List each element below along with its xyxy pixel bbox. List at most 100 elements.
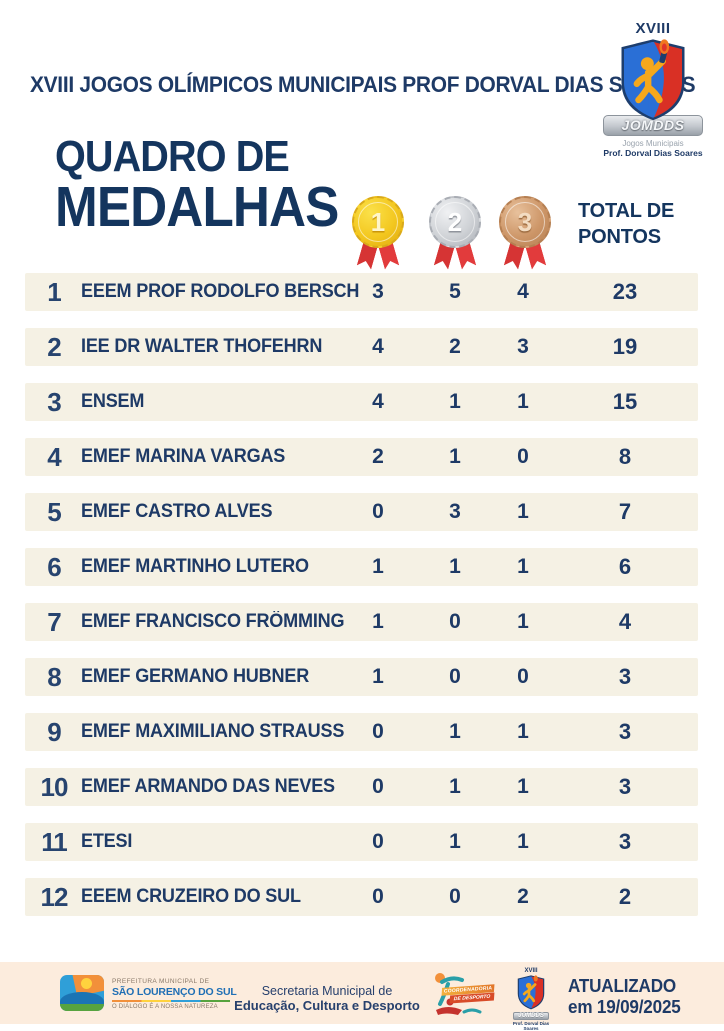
table-row: 7 EMEF FRANCISCO FRÖMMING 1 0 1 4 — [25, 603, 698, 641]
school-name-label: EMEF GERMANO HUBNER — [81, 666, 310, 687]
updated-line-1: ATUALIZADO — [568, 976, 676, 996]
rank-label: 12 — [40, 882, 69, 912]
shield-torch-icon-small — [517, 975, 545, 1010]
event-logo: XVIII JOMDDS Jogos Municipais Prof. Dorv… — [594, 20, 712, 158]
gold-count-cell: 0 — [372, 885, 384, 908]
total-points-cell: 8 — [618, 444, 632, 469]
silver-count-cell: 5 — [449, 280, 461, 303]
total-header-line-1: TOTAL DE — [578, 200, 675, 222]
table-row: 10 EMEF ARMANDO DAS NEVES 0 1 1 3 — [25, 768, 698, 806]
gold-count-cell: 1 — [372, 610, 384, 633]
table-row: 11 ETESI 0 1 1 3 — [25, 823, 698, 861]
logo-acronym-banner: JOMDDS — [603, 115, 703, 136]
gold-count-cell: 0 — [372, 500, 384, 523]
school-name-label: EMEF MAXIMILIANO STRAUSS — [81, 721, 345, 742]
torch-bearer-figure — [633, 39, 670, 104]
standings-table: 1 EEEM PROF RODOLFO BERSCH 3 5 4 23 2 IE… — [25, 273, 698, 933]
logo-subtitle: Jogos Municipais — [622, 139, 684, 148]
prefeitura-line-2: SÃO LOURENÇO DO SUL — [112, 986, 237, 998]
rank-label: 8 — [47, 662, 61, 692]
prefeitura-line-1: PREFEITURA MUNICIPAL DE — [112, 978, 210, 985]
rank-label: 6 — [47, 552, 61, 582]
bronze-count-cell: 1 — [517, 830, 529, 853]
bronze-count-cell: 3 — [517, 335, 529, 358]
heading-line-1: QUADRO DE — [55, 132, 290, 181]
secretaria-line-1: Secretaria Municipal de — [261, 984, 393, 998]
school-name-label: EMEF MARINA VARGAS — [81, 446, 286, 467]
school-name-label: ETESI — [81, 831, 133, 852]
bronze-medal-icon: 3 — [497, 196, 553, 268]
table-row: 2 IEE DR WALTER THOFEHRN 4 2 3 19 — [25, 328, 698, 366]
bronze-count-cell: 1 — [517, 555, 529, 578]
bronze-count-cell: 1 — [517, 610, 529, 633]
logo-edition-label: XVIII — [635, 20, 671, 37]
table-row: 9 EMEF MAXIMILIANO STRAUSS 0 1 1 3 — [25, 713, 698, 751]
total-points-cell: 23 — [612, 279, 638, 304]
jomdds-small-badge: XVIII JOMDDS Prof. Dorval Dias Soares — [505, 968, 557, 1031]
prefeitura-divider — [112, 1000, 230, 1002]
table-row: 1 EEEM PROF RODOLFO BERSCH 3 5 4 23 — [25, 273, 698, 311]
total-points-cell: 3 — [618, 719, 632, 744]
silver-place-label: 2 — [435, 202, 475, 242]
table-row: 4 EMEF MARINA VARGAS 2 1 0 8 — [25, 438, 698, 476]
gold-count-cell: 1 — [372, 665, 384, 688]
total-points-cell: 4 — [618, 609, 632, 634]
updated-line-2: em 19/09/2025 — [568, 996, 681, 1017]
total-points-cell: 19 — [612, 334, 638, 359]
total-points-cell: 3 — [618, 774, 632, 799]
table-row: 8 EMEF GERMANO HUBNER 1 0 0 3 — [25, 658, 698, 696]
bronze-count-cell: 1 — [517, 500, 529, 523]
total-points-cell: 6 — [618, 554, 632, 579]
table-row: 12 EEEM CRUZEIRO DO SUL 0 0 2 2 — [25, 878, 698, 916]
heading-line-2: MEDALHAS — [55, 175, 339, 239]
medal-table-heading: QUADRO DE MEDALHAS — [55, 132, 370, 240]
gold-count-cell: 3 — [372, 280, 384, 303]
total-points-header: TOTAL DE PONTOS — [578, 198, 674, 250]
total-points-cell: 3 — [618, 664, 632, 689]
rank-label: 2 — [47, 332, 61, 362]
silver-count-cell: 1 — [449, 390, 461, 413]
gold-count-cell: 4 — [372, 335, 384, 358]
shield-torch-icon — [621, 39, 685, 121]
school-name-label: EEEM PROF RODOLFO BERSCH — [81, 281, 360, 302]
table-row: 6 EMEF MARTINHO LUTERO 1 1 1 6 — [25, 548, 698, 586]
rank-label: 7 — [47, 607, 61, 637]
footer: PREFEITURA MUNICIPAL DE SÃO LOURENÇO DO … — [0, 962, 724, 1031]
silver-count-cell: 1 — [449, 445, 461, 468]
bronze-count-cell: 4 — [517, 280, 529, 303]
prefeitura-slogan: O DIÁLOGO É A NOSSA NATUREZA — [112, 1004, 218, 1010]
silver-count-cell: 1 — [449, 720, 461, 743]
silver-count-cell: 3 — [449, 500, 461, 523]
bronze-count-cell: 0 — [517, 445, 529, 468]
school-name-label: EEEM CRUZEIRO DO SUL — [81, 886, 301, 907]
bronze-place-label: 3 — [505, 202, 545, 242]
total-points-cell: 3 — [618, 829, 632, 854]
school-name-label: IEE DR WALTER THOFEHRN — [81, 336, 323, 357]
secretaria-text-block: Secretaria Municipal de Educação, Cultur… — [232, 984, 422, 1013]
page-title: XVIII JOGOS OLÍMPICOS MUNICIPAIS PROF DO… — [30, 72, 696, 97]
secretaria-line-2: Educação, Cultura e Desporto — [234, 998, 420, 1013]
gold-count-cell: 4 — [372, 390, 384, 413]
gold-count-cell: 0 — [372, 830, 384, 853]
coordenadoria-desporto-logo: COORDENADORIA DE DESPORTO — [428, 970, 495, 1018]
bronze-count-cell: 1 — [517, 775, 529, 798]
rank-label: 11 — [41, 827, 68, 857]
silver-count-cell: 2 — [449, 335, 461, 358]
table-row: 3 ENSEM 4 1 1 15 — [25, 383, 698, 421]
rank-label: 4 — [47, 442, 61, 472]
total-points-cell: 7 — [618, 499, 632, 524]
rank-label: 9 — [47, 717, 61, 747]
rank-label: 1 — [47, 277, 61, 307]
silver-count-cell: 1 — [449, 555, 461, 578]
badge-edition-label: XVIII — [524, 968, 538, 974]
gold-count-cell: 0 — [372, 775, 384, 798]
gold-count-cell: 1 — [372, 555, 384, 578]
gold-count-cell: 0 — [372, 720, 384, 743]
school-name-label: EMEF CASTRO ALVES — [81, 501, 273, 522]
silver-count-cell: 1 — [449, 830, 461, 853]
silver-count-cell: 0 — [449, 665, 461, 688]
gold-medal-icon: 1 — [350, 196, 406, 268]
rank-label: 3 — [47, 387, 61, 417]
bronze-count-cell: 2 — [517, 885, 529, 908]
gold-place-label: 1 — [358, 202, 398, 242]
